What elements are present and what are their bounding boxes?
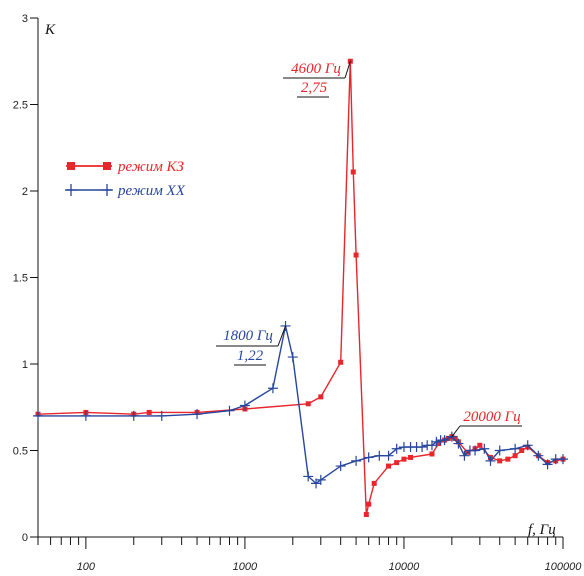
data-point — [80, 410, 91, 421]
data-point — [318, 394, 324, 400]
data-point — [192, 409, 203, 420]
data-point — [558, 454, 568, 465]
y-tick-label: 1 — [22, 359, 28, 371]
x-tick-label: 100 — [77, 561, 96, 573]
data-point — [371, 480, 377, 486]
data-point — [429, 451, 435, 457]
annotation-value: 2,75 — [301, 80, 328, 96]
data-point — [485, 455, 496, 466]
y-tick-label: 2 — [22, 186, 28, 198]
data-point — [519, 448, 525, 453]
annotation-freq: 1800 Гц — [223, 328, 273, 344]
data-point — [374, 450, 385, 461]
annotation-peak-xx: 1800 Гц 1,22 — [216, 325, 286, 366]
data-point — [305, 401, 311, 407]
annotation-20khz: 20000 Гц — [451, 409, 522, 437]
series-layer — [33, 58, 568, 518]
data-point — [224, 405, 235, 416]
data-point — [267, 383, 278, 394]
data-point — [33, 410, 43, 421]
annotation-value: 1,22 — [237, 348, 264, 364]
data-point — [391, 443, 402, 454]
data-point — [128, 410, 139, 421]
data-point — [366, 501, 372, 507]
data-point — [452, 435, 458, 441]
data-point — [239, 400, 250, 411]
y-tick-label: 2.5 — [13, 100, 28, 112]
y-tick-label: 3 — [22, 13, 28, 25]
annotation-freq: 4600 Гц — [291, 61, 341, 77]
data-point — [431, 436, 442, 447]
data-point — [335, 461, 346, 472]
data-point — [505, 456, 511, 462]
data-point — [386, 463, 392, 469]
data-point — [479, 443, 490, 454]
x-tick-label: 1000 — [233, 561, 258, 573]
annotation-leader — [277, 325, 286, 347]
data-point — [439, 435, 450, 446]
y-axis-label: K — [44, 22, 56, 38]
data-point — [350, 169, 356, 175]
annotation-leader — [344, 61, 351, 79]
data-point — [408, 454, 414, 460]
legend-label-kz: режим КЗ — [117, 159, 185, 175]
data-point — [353, 252, 359, 258]
data-point — [363, 512, 369, 518]
data-point — [303, 471, 314, 482]
data-point — [453, 438, 464, 449]
data-point — [494, 445, 505, 456]
data-point — [383, 450, 394, 461]
data-point — [417, 442, 428, 453]
data-point — [338, 359, 344, 365]
data-point — [477, 442, 483, 448]
annotation-leader — [451, 425, 461, 437]
x-axis-label: f, Гц — [528, 522, 556, 538]
legend-label-xx: режим ХХ — [117, 183, 186, 199]
data-point — [146, 409, 152, 415]
data-point — [394, 460, 400, 466]
data-point — [351, 455, 362, 466]
annotation-layer: 4600 Гц 2,75 1800 Гц 1,22 20000 Гц — [216, 61, 522, 437]
data-point — [401, 456, 407, 462]
series-xx — [33, 320, 568, 489]
data-point — [156, 410, 167, 421]
legend-item-kz: режим КЗ — [66, 159, 185, 175]
x-tick-label: 10000 — [389, 561, 420, 573]
y-tick-label: 0.5 — [13, 446, 28, 458]
data-point — [459, 450, 470, 461]
axes: 0 0.5 1 1.5 2 2.5 3 100 1000 10000 100000 — [13, 13, 583, 573]
data-point — [533, 450, 544, 461]
data-point — [510, 443, 521, 454]
y-tick-label: 0 — [22, 532, 28, 544]
legend: режим КЗ режим ХХ — [65, 159, 186, 199]
data-point — [315, 474, 326, 485]
data-point — [470, 445, 481, 456]
annotation-freq: 20000 Гц — [463, 409, 520, 425]
data-point — [287, 352, 298, 363]
annotation-peak-kz: 4600 Гц 2,75 — [283, 61, 351, 98]
x-tick-label: 100000 — [545, 561, 583, 573]
data-point — [436, 441, 442, 447]
legend-item-xx: режим ХХ — [65, 183, 186, 199]
data-point — [363, 452, 374, 463]
data-point — [542, 459, 553, 470]
data-point — [497, 458, 503, 464]
data-point — [512, 453, 518, 459]
y-tick-label: 1.5 — [13, 273, 28, 285]
data-point — [522, 440, 533, 451]
